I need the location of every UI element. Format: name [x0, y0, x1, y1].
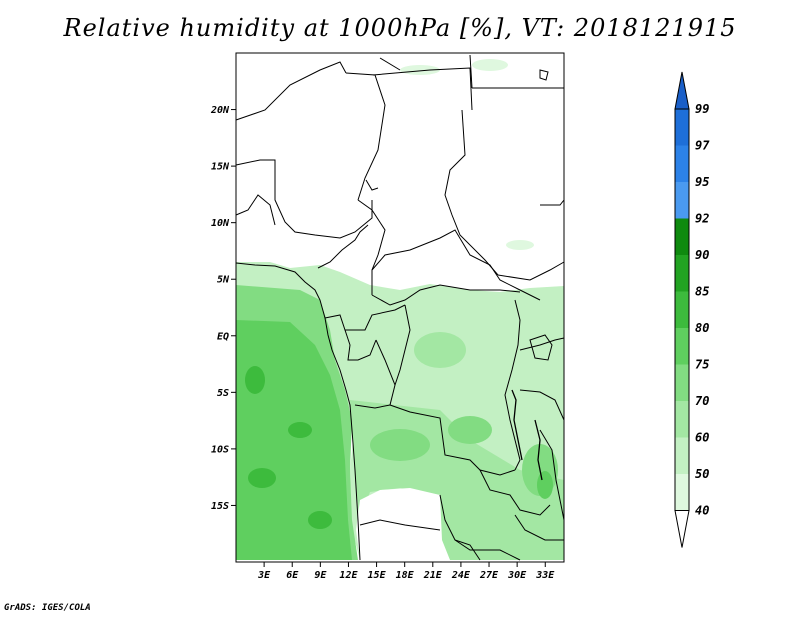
- colorbar: 99 97 95 92 90 85 80 75 70 60 50 40: [674, 71, 710, 549]
- colorbar-label: 97: [695, 139, 710, 153]
- colorbar-label: 40: [695, 504, 709, 518]
- lat-tick-label: 15S: [211, 501, 229, 512]
- lon-tick-label: 21E: [423, 570, 443, 581]
- colorbar-label: 50: [695, 467, 709, 481]
- colorbar-top-arrow: [674, 71, 690, 110]
- lon-tick-label: 33E: [535, 570, 555, 581]
- latitude-axis: 20N 15N 10N 5N EQ 5S 10S 15S: [210, 105, 236, 512]
- lon-tick-label: 30E: [507, 570, 527, 581]
- colorbar-swatch: [675, 291, 689, 328]
- colorbar-swatch: [675, 109, 689, 146]
- lon-tick-label: 18E: [396, 570, 415, 581]
- colorbar-label: 60: [695, 431, 709, 445]
- lat-tick-label: 5N: [217, 275, 230, 286]
- lon-tick-label: 27E: [479, 570, 499, 581]
- colorbar-label: 90: [695, 248, 709, 262]
- lon-tick-label: 15E: [368, 570, 387, 581]
- lat-tick-label: 10S: [211, 444, 229, 455]
- lat-tick-label: 15N: [211, 162, 230, 173]
- colorbar-swatch: [675, 328, 689, 365]
- colorbar-swatch: [675, 401, 689, 438]
- colorbar-label: 70: [695, 394, 709, 408]
- colorbar-swatch: [675, 182, 689, 219]
- lat-tick-label: 10N: [211, 218, 230, 229]
- country-borders: [235, 54, 565, 561]
- colorbar-swatch: [675, 437, 689, 474]
- lon-tick-label: 6E: [286, 570, 299, 581]
- lon-tick-label: 9E: [314, 570, 327, 581]
- lon-tick-label: 12E: [339, 570, 358, 581]
- humidity-shading: [236, 59, 564, 560]
- longitude-axis: 3E 6E 9E 12E 15E 18E 21E 24E 27E 30E 33E: [257, 562, 555, 581]
- colorbar-label: 95: [695, 175, 709, 189]
- colorbar-label: 85: [695, 285, 709, 299]
- lat-tick-label: 5S: [217, 388, 229, 399]
- chart-title: Relative humidity at 1000hPa [%], VT: 20…: [63, 14, 737, 42]
- lat-tick-label: EQ: [217, 331, 229, 342]
- colorbar-swatch: [675, 218, 689, 255]
- colorbar-label: 80: [695, 321, 709, 335]
- lon-tick-label: 3E: [257, 570, 271, 581]
- grads-credit: GrADS: IGES/COLA: [4, 603, 91, 613]
- colorbar-label: 99: [695, 102, 709, 116]
- colorbar-swatch: [675, 145, 689, 182]
- colorbar-swatch: [675, 255, 689, 292]
- lat-tick-label: 20N: [210, 105, 230, 116]
- colorbar-label: 75: [695, 358, 709, 372]
- lon-tick-label: 24E: [451, 570, 471, 581]
- map-frame: [235, 52, 565, 563]
- colorbar-swatch: [675, 474, 689, 511]
- colorbar-swatch: [675, 364, 689, 401]
- colorbar-bottom-arrow: [674, 510, 690, 548]
- colorbar-label: 92: [695, 212, 709, 226]
